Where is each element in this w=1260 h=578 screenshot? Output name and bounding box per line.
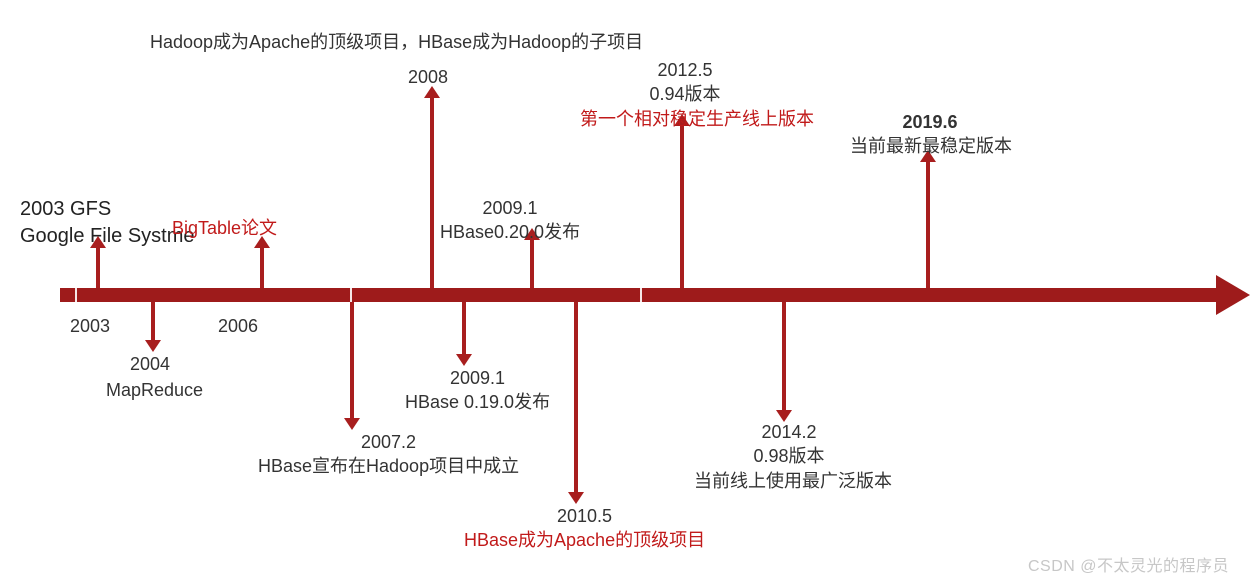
event-label-gfs: 2003 GFS Google File Systme [20,196,195,250]
event-arrow-2019 [926,160,930,288]
event-arrow-094 [680,124,684,288]
event-title: HBase 0.19.0发布 [405,390,550,414]
event-year: 2010.5 [464,504,705,528]
event-year: 2019.6 [850,110,1010,134]
event-title: HBase宣布在Hadoop项目中成立 [258,454,519,478]
event-line2: 当前最新最稳定版本 [850,134,1010,158]
event-label-2019: 2019.6 当前最新最稳定版本 [850,110,1010,159]
event-line2: 0.94版本 [580,82,790,106]
event-arrow-2008 [430,96,434,288]
event-title: 2003 GFS [20,196,195,223]
event-title-2008: Hadoop成为Apache的顶级项目，HBase成为Hadoop的子项目 [150,30,643,54]
timeline-arrowhead [1216,275,1250,315]
event-title-bigtable: BigTable论文 [172,216,277,240]
axis-tick [75,284,77,306]
watermark: CSDN @不太灵光的程序员 [1028,552,1229,576]
event-title: HBase0.20.0发布 [440,220,580,244]
event-arrow-2010 [574,302,578,494]
event-year-2006: 2006 [218,314,258,338]
event-line3: 第一个相对稳定生产线上版本 [580,107,790,131]
event-title-mapreduce: MapReduce [106,378,203,402]
event-arrow-0200 [530,238,534,288]
event-label-094: 2012.5 0.94版本 第一个相对稳定生产线上版本 [580,58,790,131]
axis-tick [640,284,642,306]
event-year-2004: 2004 [130,352,170,376]
event-label-2010: 2010.5 HBase成为Apache的顶级项目 [464,504,705,553]
event-year: 2012.5 [580,58,790,82]
event-year-2008: 2008 [408,65,448,89]
event-arrow-098 [782,302,786,412]
event-label-098: 2014.2 0.98版本 当前线上使用最广泛版本 [694,420,884,493]
event-year: 2009.1 [440,196,580,220]
event-year-2003: 2003 [70,314,110,338]
timeline-axis [60,288,1216,302]
event-year: 2007.2 [258,430,519,454]
event-title: Google File Systme [20,223,195,250]
event-label-0190: 2009.1 HBase 0.19.0发布 [405,366,550,415]
event-label-2007: 2007.2 HBase宣布在Hadoop项目中成立 [258,430,519,479]
event-arrow-2007 [350,302,354,420]
event-arrow-0190 [462,302,466,356]
event-year: 2009.1 [405,366,550,390]
event-year: 2014.2 [694,420,884,444]
event-arrow-bigtable [260,246,264,288]
event-arrow-gfs [96,246,100,288]
event-title: HBase成为Apache的顶级项目 [464,528,705,552]
event-arrow-mapreduce [151,302,155,342]
event-line2: 0.98版本 [694,444,884,468]
event-label-0200: 2009.1 HBase0.20.0发布 [440,196,580,245]
event-line3: 当前线上使用最广泛版本 [694,469,884,493]
